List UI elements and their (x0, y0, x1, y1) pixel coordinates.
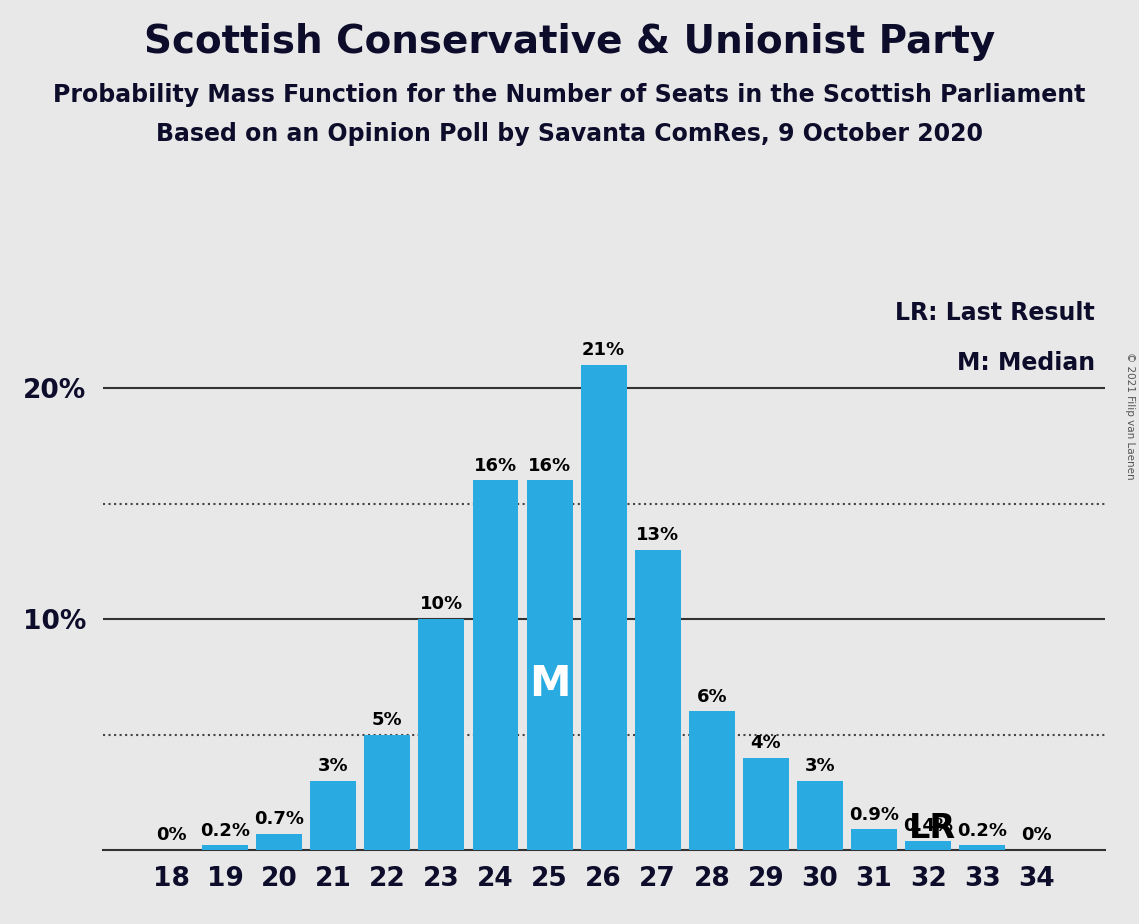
Text: 0%: 0% (156, 826, 187, 845)
Bar (364, 735, 410, 850)
Bar (906, 841, 951, 850)
Text: LR: Last Result: LR: Last Result (895, 301, 1095, 325)
Text: 3%: 3% (804, 757, 835, 775)
Text: 5%: 5% (372, 711, 403, 729)
Text: 0.2%: 0.2% (957, 821, 1007, 840)
Bar (473, 480, 518, 850)
Text: LR: LR (909, 811, 957, 845)
Text: 21%: 21% (582, 341, 625, 359)
Bar (959, 845, 1006, 850)
Bar (851, 830, 898, 850)
Text: 13%: 13% (637, 526, 679, 544)
Text: 16%: 16% (528, 456, 571, 475)
Bar (689, 711, 735, 850)
Bar (797, 781, 843, 850)
Bar (743, 758, 789, 850)
Text: 16%: 16% (474, 456, 517, 475)
Text: Probability Mass Function for the Number of Seats in the Scottish Parliament: Probability Mass Function for the Number… (54, 83, 1085, 107)
Bar (418, 619, 465, 850)
Text: 0%: 0% (1021, 826, 1051, 845)
Bar (526, 480, 573, 850)
Text: 0.4%: 0.4% (903, 817, 953, 835)
Text: 10%: 10% (420, 595, 462, 614)
Text: © 2021 Filip van Laenen: © 2021 Filip van Laenen (1125, 352, 1134, 480)
Bar (310, 781, 357, 850)
Text: 6%: 6% (697, 687, 727, 706)
Text: M: Median: M: Median (957, 351, 1095, 375)
Text: 0.7%: 0.7% (254, 810, 304, 828)
Text: 4%: 4% (751, 734, 781, 752)
Bar (634, 550, 681, 850)
Text: 0.2%: 0.2% (200, 821, 251, 840)
Text: Based on an Opinion Poll by Savanta ComRes, 9 October 2020: Based on an Opinion Poll by Savanta ComR… (156, 122, 983, 146)
Text: M: M (528, 663, 571, 705)
Text: 3%: 3% (318, 757, 349, 775)
Bar (202, 845, 248, 850)
Text: 0.9%: 0.9% (849, 806, 899, 823)
Text: Scottish Conservative & Unionist Party: Scottish Conservative & Unionist Party (144, 23, 995, 61)
Bar (581, 365, 626, 850)
Bar (256, 833, 302, 850)
